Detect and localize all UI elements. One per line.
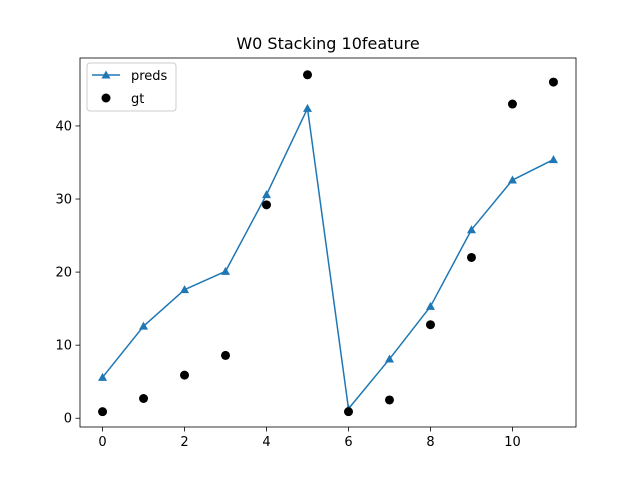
gt-point-9 [466,252,476,262]
gt-point-8 [425,320,435,330]
gt-point-4 [262,200,272,210]
x-tick-label-6: 6 [344,435,352,450]
legend-preds-label: preds [131,69,168,84]
axes-ticks: 0 2 4 6 8 10 0 10 20 30 40 [55,57,577,450]
y-tick-label-40: 40 [55,119,72,134]
x-tick-label-2: 2 [180,435,188,450]
x-tick-label-10: 10 [504,435,521,450]
y-tick-label-10: 10 [55,339,72,354]
preds-line [101,107,554,410]
preds-point-3 [221,266,231,275]
preds-point-9 [466,225,476,234]
preds-point-0 [98,372,108,381]
gt-point-10 [507,99,517,109]
legend-gt-marker [101,93,111,103]
axes-frame [79,57,577,428]
preds-point-10 [507,175,517,184]
x-tick-label-8: 8 [426,435,434,450]
gt-point-5 [303,70,313,80]
gt-point-11 [548,77,558,87]
preds-point-7 [384,354,394,363]
legend: preds gt [86,62,177,112]
preds-point-4 [262,190,272,199]
gt-point-7 [384,395,394,405]
y-tick-label-0: 0 [64,412,72,427]
preds-point-5 [303,103,313,112]
gt-point-0 [98,407,108,417]
gt-point-1 [139,394,149,404]
preds-point-1 [139,321,149,330]
preds-point-11 [548,155,558,164]
plot-area [98,70,558,417]
gt-point-2 [180,370,190,380]
y-tick-label-30: 30 [55,193,72,208]
gt-point-6 [343,407,353,417]
x-tick-label-4: 4 [262,435,270,450]
gt-point-3 [221,350,231,360]
preds-point-2 [180,285,190,294]
x-tick-label-0: 0 [98,435,106,450]
chart-title: W0 Stacking 10feature [236,34,419,53]
legend-gt-label: gt [131,92,144,107]
preds-point-8 [425,301,435,310]
y-tick-label-20: 20 [55,266,72,281]
legend-preds-marker [101,70,111,79]
